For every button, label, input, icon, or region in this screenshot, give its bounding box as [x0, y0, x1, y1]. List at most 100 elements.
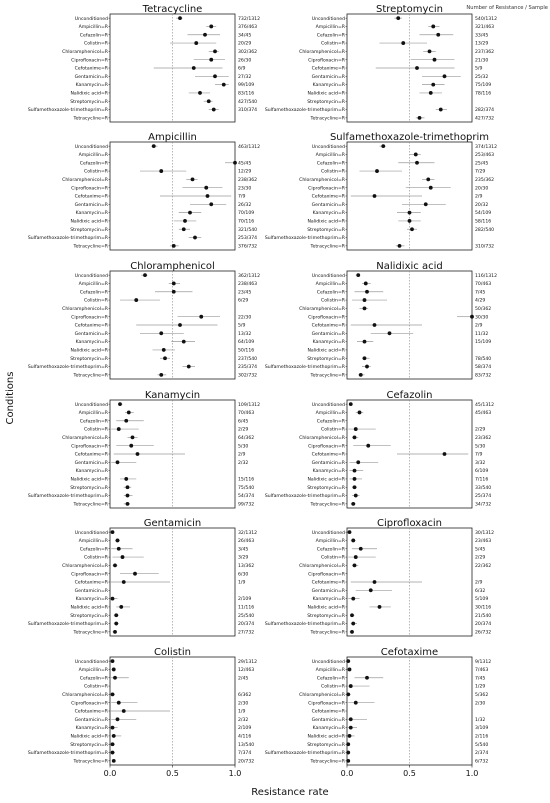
count-label: 2/109: [238, 725, 251, 731]
count-label: 54/374: [238, 493, 254, 499]
condition-label: Chloramphenicol=R: [299, 692, 346, 698]
condition-label: Cefotaxime=R: [312, 66, 346, 72]
condition-label: Kanamycin=R: [76, 339, 109, 345]
data-point: [347, 734, 352, 738]
data-point: [363, 281, 368, 286]
count-label: 30/1312: [475, 530, 494, 536]
count-label: 1/9: [238, 709, 245, 715]
count-label: 6/362: [238, 692, 251, 698]
data-point: [213, 49, 217, 54]
count-label: 540/1312: [475, 16, 497, 22]
count-label: 64/109: [238, 339, 254, 345]
condition-label: Kanamycin=R: [313, 82, 346, 88]
condition-label: Sulfamethoxazole-trimethoprim=R: [265, 750, 346, 756]
data-point: [135, 452, 140, 456]
count-label: 15/116: [238, 477, 254, 483]
x-tick-label: 0.5: [403, 769, 416, 778]
count-label: 321/540: [238, 227, 257, 233]
data-point: [377, 605, 382, 609]
data-point: [347, 530, 352, 535]
condition-label: Ciprofloxacin=R: [308, 700, 346, 706]
data-point: [111, 758, 116, 763]
condition-label: Chloramphenicol=R: [299, 177, 346, 183]
data-point: [190, 177, 195, 182]
data-point: [143, 273, 147, 278]
panel-ciprofloxacin: Ciprofloxacin Unconditioned 30/1312 Ampicil…: [265, 518, 494, 637]
condition-label: Streptomycin=R: [307, 742, 346, 748]
condition-label: Chloramphenicol=R: [62, 692, 109, 698]
data-point: [233, 160, 237, 165]
count-label: 83/732: [475, 372, 491, 378]
data-point: [348, 402, 353, 407]
panel-title: Ciprofloxacin: [377, 518, 442, 529]
count-label: 6/9: [238, 66, 245, 72]
count-label: 2/30: [475, 700, 485, 706]
condition-label: Ciprofloxacin=R: [308, 571, 346, 577]
panel-title: Cefotaxime: [381, 647, 438, 658]
count-label: 70/463: [475, 281, 491, 287]
count-label: 50/116: [238, 348, 254, 354]
count-label: 374/1312: [475, 144, 497, 150]
data-point: [118, 402, 122, 407]
count-label: 64/362: [238, 435, 254, 441]
condition-label: Gentamicin=R: [312, 588, 346, 594]
data-point: [110, 750, 115, 755]
data-point: [171, 281, 176, 286]
condition-label: Tetracycline=R: [310, 629, 346, 635]
data-point: [110, 530, 115, 535]
condition-label: Kanamycin=R: [313, 339, 346, 345]
condition-label: Tetracycline=R: [310, 501, 346, 507]
count-label: 238/463: [238, 281, 257, 287]
count-label: 5/9: [475, 66, 482, 72]
count-label: 45/45: [238, 160, 251, 166]
data-point: [438, 107, 443, 112]
count-label: 25/540: [238, 613, 254, 619]
data-point: [366, 443, 371, 448]
count-label: 1/9: [238, 580, 245, 586]
count-label: 6/32: [475, 588, 485, 594]
condition-label: Gentamicin=R: [312, 74, 346, 80]
count-label: 282/540: [475, 227, 494, 233]
data-point: [368, 588, 373, 593]
condition-label: Colistin=R: [321, 298, 346, 304]
data-point: [436, 32, 441, 37]
condition-label: Cefotaxime=R: [75, 194, 109, 200]
count-label: 25/32: [475, 74, 488, 80]
data-point: [346, 742, 351, 747]
condition-label: Chloramphenicol=R: [299, 563, 346, 569]
data-point: [110, 596, 115, 601]
condition-label: Tetracycline=R: [73, 629, 109, 635]
data-point: [110, 692, 115, 697]
count-label: 3/29: [238, 555, 248, 561]
data-point: [353, 427, 358, 431]
condition-label: Colistin=R: [84, 169, 109, 175]
data-point: [415, 66, 419, 70]
data-point: [113, 629, 117, 634]
count-label: 427/732: [475, 115, 494, 121]
count-label: 58/374: [475, 364, 491, 370]
data-point: [431, 24, 436, 29]
data-point: [365, 364, 369, 369]
count-label: 50/362: [475, 306, 491, 312]
condition-label: Nalidixic acid=R: [307, 219, 345, 225]
condition-label: Streptomycin=R: [70, 227, 109, 233]
count-label: 23/30: [238, 185, 251, 191]
count-label: 7/374: [238, 750, 251, 756]
panel-title: Ampicillin: [148, 132, 197, 143]
count-label: 6/109: [475, 468, 488, 474]
count-label: 253/463: [475, 152, 494, 158]
condition-label: Cefazolin=R: [80, 675, 109, 681]
condition-label: Gentamicin=R: [75, 202, 109, 208]
count-label: 11/32: [475, 331, 488, 337]
count-label: 109/1312: [238, 402, 260, 408]
count-label: 282/374: [475, 107, 494, 113]
data-point: [387, 331, 392, 336]
condition-label: Gentamicin=R: [75, 74, 109, 80]
count-label: 22/30: [238, 314, 251, 320]
data-point: [362, 356, 367, 361]
count-label: 1/29: [475, 684, 485, 690]
condition-label: Nalidixic acid=R: [307, 734, 345, 740]
condition-label: Ampicillin=R: [316, 410, 346, 416]
data-point: [124, 418, 129, 423]
condition-label: Kanamycin=R: [76, 468, 109, 474]
